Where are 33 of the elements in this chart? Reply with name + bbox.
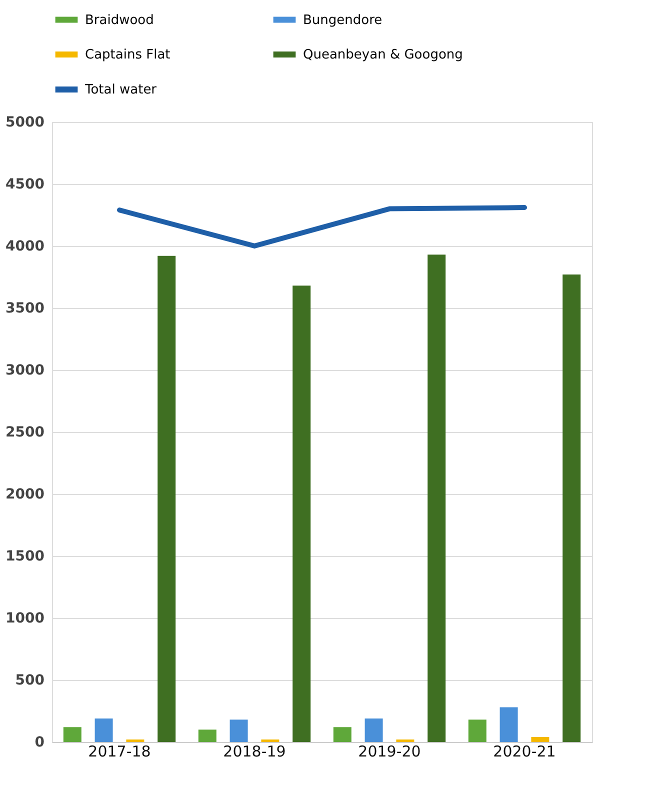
legend-label: Queanbeyan & Googong xyxy=(303,48,463,62)
bar xyxy=(63,727,82,742)
bar xyxy=(94,718,113,742)
y-tick-label: 1500 xyxy=(6,548,45,564)
x-tick-label: 2020-21 xyxy=(493,742,556,760)
legend-label: Total water xyxy=(84,82,158,98)
legend-label: Bungendore xyxy=(303,12,382,28)
y-tick-label: 3000 xyxy=(6,362,45,378)
y-tick-label: 0 xyxy=(34,734,45,750)
bar xyxy=(500,707,518,742)
y-tick-label: 2500 xyxy=(6,424,45,440)
y-tick-label: 4500 xyxy=(6,176,45,192)
y-tick-label: 1000 xyxy=(6,610,45,626)
x-tick-label: 2019-20 xyxy=(358,742,421,760)
bar xyxy=(158,256,176,742)
y-tick-label: 500 xyxy=(15,672,45,688)
y-tick-label: 5000 xyxy=(6,114,45,130)
legend-label: Captains Flat xyxy=(85,48,170,62)
x-tick-label: 2018-19 xyxy=(223,742,286,760)
bar xyxy=(333,727,352,742)
bar xyxy=(364,718,383,742)
bar xyxy=(230,720,248,742)
y-tick-label: 3500 xyxy=(6,300,45,316)
legend-label: Braidwood xyxy=(85,12,154,28)
x-tick-label: 2017-18 xyxy=(88,742,151,760)
y-tick-label: 4000 xyxy=(6,238,45,254)
bar xyxy=(198,730,216,742)
bar xyxy=(292,286,311,742)
bar xyxy=(468,720,486,742)
y-tick-label: 2000 xyxy=(6,486,45,502)
bar xyxy=(531,737,550,742)
bar xyxy=(428,254,446,742)
bar xyxy=(562,274,581,742)
